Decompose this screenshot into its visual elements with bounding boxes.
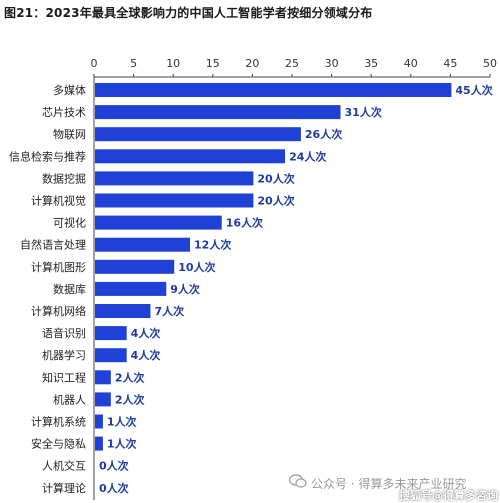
watermark-sohu: 搜狐号@得算多咨询 [399, 489, 498, 502]
value-label: 26人次 [305, 127, 342, 141]
bar [95, 237, 191, 252]
bar [95, 127, 301, 142]
value-label: 24人次 [289, 149, 326, 163]
bar [95, 149, 286, 164]
category-label: 计算机图形 [31, 260, 86, 274]
category-label: 芯片技术 [42, 105, 86, 119]
bar [95, 436, 103, 451]
category-label: 自然语言处理 [20, 238, 86, 252]
value-label: 31人次 [345, 105, 382, 119]
x-tick-label: 15 [206, 57, 220, 70]
bar [95, 215, 222, 230]
bar [95, 83, 452, 97]
x-tick-label: 20 [245, 57, 259, 70]
bar [95, 392, 111, 407]
value-label: 1人次 [107, 437, 137, 451]
category-label: 计算理论 [42, 481, 86, 495]
x-tick-label: 45 [443, 57, 457, 70]
bar [95, 348, 127, 363]
x-tick-label: 40 [404, 57, 418, 70]
value-label: 10人次 [178, 260, 215, 274]
bar [95, 414, 103, 429]
category-label: 语音识别 [42, 326, 86, 340]
bar [95, 105, 341, 120]
category-label: 物联网 [53, 127, 86, 141]
value-label: 4人次 [131, 348, 161, 362]
value-label: 4人次 [131, 326, 161, 340]
x-tick-label: 30 [325, 57, 339, 70]
category-label: 计算机网络 [31, 304, 86, 318]
bar [95, 326, 127, 341]
watermark-wechat: 公众号 · 得算多未来产业研究 [311, 477, 467, 491]
bar [95, 304, 151, 318]
category-label: 计算机视觉 [31, 194, 86, 208]
value-label: 2人次 [115, 392, 145, 406]
category-label: 多媒体 [53, 83, 86, 97]
category-label: 知识工程 [42, 370, 86, 384]
value-label: 16人次 [226, 216, 263, 230]
bar [95, 171, 254, 186]
value-label: 2人次 [115, 370, 145, 384]
category-label: 机器学习 [42, 348, 86, 362]
x-tick-label: 0 [91, 57, 98, 70]
value-label: 45人次 [455, 83, 492, 97]
value-label: 20人次 [257, 171, 294, 185]
category-label: 计算机系统 [31, 415, 86, 429]
category-label: 人机交互 [42, 459, 86, 473]
category-label: 安全与隐私 [31, 437, 86, 451]
x-tick-label: 25 [285, 57, 299, 70]
bar [95, 193, 254, 208]
category-label: 可视化 [53, 216, 86, 230]
value-label: 0人次 [99, 459, 129, 473]
value-label: 12人次 [194, 238, 231, 252]
chart-title: 图21：2023年最具全球影响力的中国人工智能学者按细分领域分布 [4, 6, 373, 20]
bar [95, 370, 111, 385]
x-tick-label: 5 [130, 57, 137, 70]
category-label: 信息检索与推荐 [9, 149, 86, 163]
category-label: 机器人 [53, 392, 86, 406]
value-label: 7人次 [154, 304, 184, 318]
wechat-icon [289, 474, 307, 488]
x-tick-label: 50 [483, 57, 497, 70]
x-axis: 0 5 10 15 20 25 30 35 40 45 50 [91, 57, 497, 500]
bar [95, 281, 167, 296]
value-label: 20人次 [257, 194, 294, 208]
x-tick-label: 10 [166, 57, 180, 70]
value-label: 9人次 [170, 282, 200, 296]
category-label: 数据挖掘 [42, 171, 86, 185]
x-tick-label: 35 [364, 57, 378, 70]
value-label: 0人次 [99, 481, 129, 495]
value-label: 1人次 [107, 415, 137, 429]
category-label: 数据库 [53, 282, 86, 296]
bar [95, 259, 175, 274]
